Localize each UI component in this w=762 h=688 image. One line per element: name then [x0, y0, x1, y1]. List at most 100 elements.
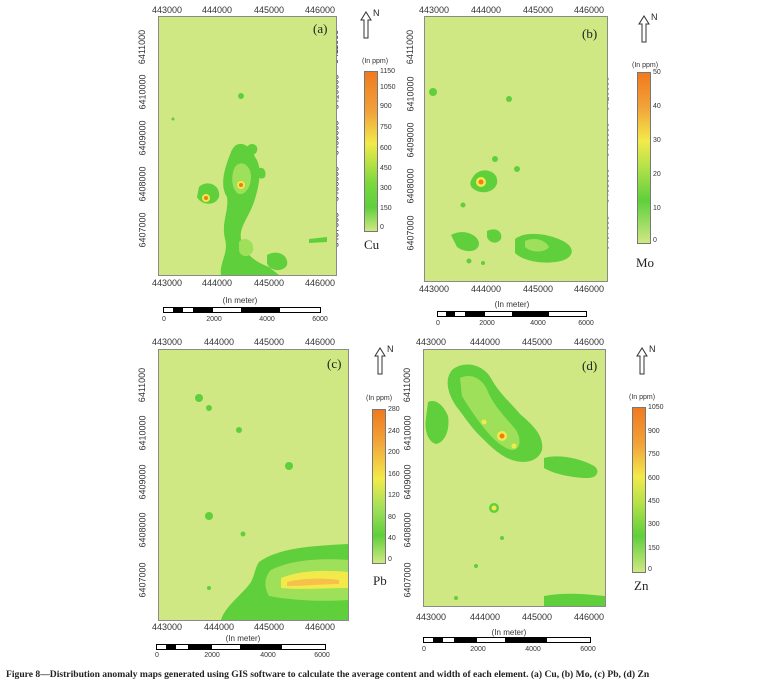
x-tick: 444000 [203, 622, 235, 632]
y-tick: 6411000 [137, 367, 148, 403]
x-tick: 445000 [253, 278, 285, 288]
element-label: Mo [636, 255, 655, 270]
x-tick: 446000 [304, 622, 336, 632]
north-label: N [651, 12, 658, 22]
anomaly-map [424, 16, 608, 282]
y-tick: 6409000 [137, 464, 148, 500]
x-tick: 445000 [253, 337, 285, 347]
x-tick: 446000 [573, 5, 605, 15]
legend-color-bar [637, 72, 651, 244]
x-tick: 445000 [521, 612, 553, 622]
legend-unit: (In ppm) [632, 62, 659, 69]
y-tick: 6408000 [402, 512, 413, 548]
scale-tick: 0 [422, 646, 426, 653]
x-tick: 444000 [201, 278, 233, 288]
x-tick: 445000 [522, 5, 554, 15]
legend-tick: 900 [648, 428, 660, 435]
legend-tick: 0 [653, 237, 657, 244]
x-tick: 443000 [418, 284, 450, 294]
y-tick: 6407000 [137, 212, 148, 248]
panel-label: (d) [582, 358, 598, 373]
scale-tick: 6000 [580, 646, 596, 653]
north-label: N [387, 344, 394, 354]
legend-tick: 80 [388, 514, 396, 521]
legend-tick: 750 [648, 451, 660, 458]
north-arrow-icon: N [360, 8, 382, 40]
panel-label: (c) [327, 356, 342, 371]
legend-tick: 30 [653, 137, 661, 144]
element-label: Pb [373, 573, 387, 588]
scale-tick: 0 [155, 652, 159, 659]
panel-label: (a) [313, 21, 328, 36]
element-label: Cu [364, 237, 380, 252]
x-tick: 444000 [469, 337, 501, 347]
y-tick: 6409000 [137, 120, 148, 156]
legend-unit: (In ppm) [366, 395, 393, 402]
scale-title: (In meter) [222, 296, 258, 305]
scale-tick: 4000 [530, 320, 546, 327]
scale-title: (In meter) [225, 634, 261, 643]
legend-tick: 450 [380, 165, 392, 172]
y-tick: 6410000 [405, 76, 416, 112]
scale-tick: 2000 [470, 646, 486, 653]
scale-bar [423, 637, 591, 643]
legend-tick: 750 [380, 124, 392, 131]
scale-tick: 2000 [204, 652, 220, 659]
legend-tick: 600 [648, 475, 660, 482]
y-tick: 6409000 [405, 122, 416, 158]
x-tick: 444000 [470, 284, 502, 294]
y-tick: 6410000 [137, 74, 148, 110]
legend-tick: 150 [380, 205, 392, 212]
x-tick: 443000 [151, 337, 183, 347]
y-tick: 6410000 [137, 415, 148, 451]
scale-title: (In meter) [491, 628, 527, 637]
panel-label: (b) [582, 26, 598, 41]
y-tick: 6410000 [402, 415, 413, 451]
anomaly-map [158, 349, 349, 621]
legend-unit: (In ppm) [629, 394, 656, 401]
legend-tick: 120 [388, 492, 400, 499]
scale-tick: 4000 [525, 646, 541, 653]
y-tick: 6407000 [402, 562, 413, 598]
x-tick: 446000 [304, 5, 336, 15]
legend-tick: 450 [648, 498, 660, 505]
x-tick: 446000 [573, 612, 605, 622]
north-label: N [373, 8, 380, 18]
legend-tick: 50 [653, 69, 661, 76]
y-tick: 6407000 [405, 215, 416, 251]
x-tick: 444000 [470, 5, 502, 15]
x-tick: 443000 [151, 278, 183, 288]
legend-tick: 280 [388, 406, 400, 413]
x-tick: 446000 [304, 337, 336, 347]
legend-unit: (In ppm) [362, 58, 389, 65]
x-tick: 445000 [522, 284, 554, 294]
x-tick: 443000 [415, 337, 447, 347]
scale-tick: 2000 [206, 316, 222, 323]
scale-bar [437, 311, 587, 317]
x-tick: 445000 [253, 5, 285, 15]
x-tick: 445000 [521, 337, 553, 347]
scale-tick: 6000 [312, 316, 328, 323]
y-tick: 6411000 [402, 367, 413, 403]
scale-tick: 2000 [479, 320, 495, 327]
legend-color-bar [632, 407, 646, 573]
scale-bar [163, 307, 321, 313]
x-tick: 446000 [573, 284, 605, 294]
legend-tick: 1050 [380, 84, 396, 91]
north-arrow-icon: N [374, 344, 396, 376]
scale-tick: 6000 [578, 320, 594, 327]
x-tick: 444000 [201, 5, 233, 15]
scale-tick: 4000 [260, 652, 276, 659]
north-label: N [649, 344, 656, 354]
x-tick: 443000 [151, 622, 183, 632]
legend-tick: 1050 [648, 404, 664, 411]
x-tick: 445000 [253, 622, 285, 632]
legend-tick: 900 [380, 103, 392, 110]
y-tick: 6408000 [405, 168, 416, 204]
x-tick: 446000 [573, 337, 605, 347]
y-tick: 6407000 [137, 562, 148, 598]
x-tick: 443000 [151, 5, 183, 15]
y-tick: 6408000 [137, 512, 148, 548]
y-tick: 6409000 [402, 464, 413, 500]
scale-bar [156, 644, 326, 650]
